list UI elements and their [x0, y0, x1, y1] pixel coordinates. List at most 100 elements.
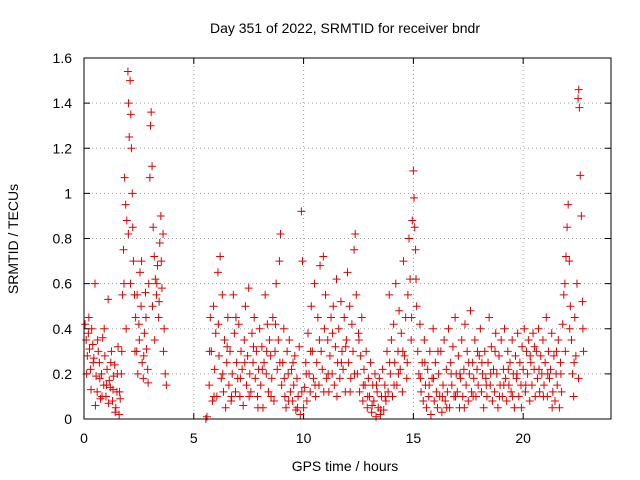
- data-point: [356, 351, 365, 360]
- data-point: [323, 336, 332, 345]
- data-point: [521, 387, 530, 396]
- data-point: [575, 103, 584, 112]
- data-point: [162, 381, 171, 390]
- data-point: [137, 302, 146, 311]
- data-point: [340, 313, 349, 322]
- data-point: [330, 381, 339, 390]
- data-point: [480, 347, 489, 356]
- data-point: [208, 396, 217, 405]
- data-point: [570, 358, 579, 367]
- data-point: [90, 279, 99, 288]
- data-point: [329, 302, 338, 311]
- data-point: [216, 252, 225, 261]
- data-point: [124, 99, 133, 108]
- data-point: [280, 392, 289, 401]
- data-point: [543, 369, 552, 378]
- data-point: [213, 268, 222, 277]
- data-point: [482, 381, 491, 390]
- data-point: [131, 313, 140, 322]
- data-point: [210, 365, 219, 374]
- data-point: [385, 290, 394, 299]
- data-point: [387, 336, 396, 345]
- data-point: [565, 324, 574, 333]
- data-point: [153, 261, 162, 270]
- data-point: [443, 387, 452, 396]
- data-point: [263, 320, 272, 329]
- data-point: [453, 387, 462, 396]
- data-point: [84, 313, 93, 322]
- data-point: [97, 369, 106, 378]
- data-point: [440, 336, 449, 345]
- data-point: [146, 121, 155, 130]
- data-point: [309, 374, 318, 383]
- data-point: [85, 345, 94, 354]
- data-point: [423, 365, 432, 374]
- data-point: [150, 336, 159, 345]
- data-point: [128, 223, 137, 232]
- data-point: [403, 358, 412, 367]
- data-point: [402, 374, 411, 383]
- data-point: [217, 374, 226, 383]
- data-point: [339, 365, 348, 374]
- data-point: [81, 320, 90, 329]
- data-point: [567, 336, 576, 345]
- data-point: [410, 223, 419, 232]
- data-point: [345, 302, 354, 311]
- data-point: [126, 76, 135, 85]
- data-point: [93, 387, 102, 396]
- data-point: [488, 396, 497, 405]
- data-point: [298, 257, 307, 266]
- data-point: [458, 392, 467, 401]
- data-point: [296, 410, 305, 419]
- data-point: [238, 365, 247, 374]
- data-point: [554, 336, 563, 345]
- data-point: [540, 381, 549, 390]
- data-point: [294, 392, 303, 401]
- data-point: [267, 392, 276, 401]
- data-point: [220, 336, 229, 345]
- x-tick-label: 10: [296, 430, 312, 446]
- data-point: [425, 381, 434, 390]
- data-point: [429, 324, 438, 333]
- data-point: [229, 290, 238, 299]
- data-point: [499, 381, 508, 390]
- data-point: [538, 336, 547, 345]
- data-point: [342, 336, 351, 345]
- data-point: [521, 381, 530, 390]
- data-point: [470, 336, 479, 345]
- data-point: [148, 302, 157, 311]
- data-point: [241, 302, 250, 311]
- data-point: [570, 313, 579, 322]
- data-point: [328, 329, 337, 338]
- data-point: [279, 324, 288, 333]
- data-point: [386, 369, 395, 378]
- data-point: [504, 365, 513, 374]
- data-point: [327, 313, 336, 322]
- data-point: [223, 313, 232, 322]
- data-point: [539, 392, 548, 401]
- data-point: [545, 374, 554, 383]
- data-point: [542, 313, 551, 322]
- data-point: [513, 329, 522, 338]
- data-point: [399, 257, 408, 266]
- data-point: [369, 396, 378, 405]
- data-point: [302, 369, 311, 378]
- data-point: [466, 306, 475, 315]
- data-point: [159, 347, 168, 356]
- data-point: [237, 347, 246, 356]
- data-point: [93, 336, 102, 345]
- data-point: [109, 372, 118, 381]
- chart-title: Day 351 of 2022, SRMTID for receiver bnd…: [210, 20, 480, 36]
- data-point: [532, 347, 541, 356]
- y-tick-label: 0.8: [53, 231, 73, 247]
- data-point: [442, 403, 451, 412]
- data-point: [123, 67, 132, 76]
- data-point: [318, 365, 327, 374]
- data-point: [226, 347, 235, 356]
- data-point: [493, 403, 502, 412]
- data-point: [411, 245, 420, 254]
- data-point: [529, 329, 538, 338]
- data-point: [253, 403, 262, 412]
- data-point: [372, 412, 381, 421]
